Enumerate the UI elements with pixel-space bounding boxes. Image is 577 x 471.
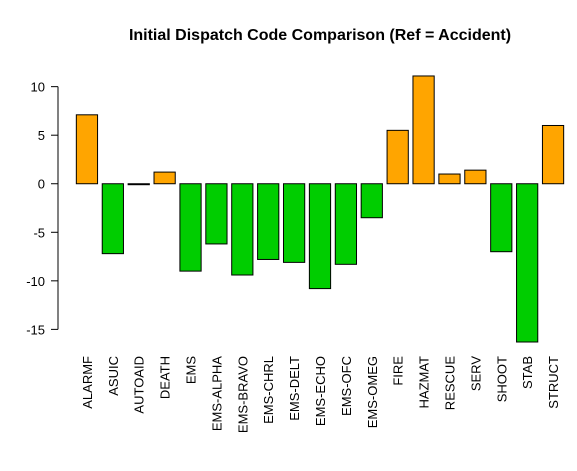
bar-ems-omeg [360, 183, 383, 219]
bar-rescue [438, 173, 461, 185]
x-category-label: SERV [468, 356, 483, 391]
bar-death [153, 171, 176, 185]
x-category-label: EMS-OFC [339, 356, 354, 416]
bar-hazmat [412, 75, 435, 185]
chart-title: Initial Dispatch Code Comparison (Ref = … [129, 27, 511, 44]
x-category-label: SHOOT [494, 356, 509, 402]
y-tick-label: -15 [26, 322, 45, 337]
x-category-label: EMS-DELT [287, 356, 302, 421]
bar-ems-ofc [334, 183, 358, 265]
bar-ems [179, 183, 202, 272]
y-axis: 10 5 0 -5 -10 -15 [26, 80, 59, 337]
bar-serv [464, 169, 487, 185]
x-category-label: ALARMF [80, 356, 95, 409]
x-category-label: EMS-CHRL [261, 356, 276, 424]
bar-fire [386, 129, 409, 185]
bar-ems-echo [308, 183, 332, 290]
bar-ems-chrl [257, 183, 280, 260]
bar-alarmf [75, 114, 99, 185]
bar-ems-alpha [205, 183, 228, 245]
bar-autoaid [127, 183, 150, 186]
x-category-label: EMS [184, 356, 199, 385]
x-category-label: EMS-BRAVO [235, 356, 250, 433]
x-axis-labels: ALARMF ASUIC AUTOAID DEATH EMS EMS-ALPHA EMS-B… [80, 356, 561, 433]
x-category-label: EMS-ALPHA [209, 356, 224, 431]
x-category-label: STAB [520, 356, 535, 389]
bars [75, 75, 565, 343]
x-category-label: EMS-ECHO [313, 356, 328, 426]
bar-asuic [101, 183, 124, 255]
x-category-label: ASUIC [106, 356, 121, 396]
bar-struct [541, 124, 565, 185]
y-tick-label: -5 [33, 225, 45, 240]
x-category-label: DEATH [158, 356, 173, 399]
y-tick-label: -10 [26, 274, 45, 289]
x-category-label: EMS-OMEG [365, 356, 380, 428]
bar-stab [516, 183, 539, 343]
x-category-label: AUTOAID [132, 356, 147, 414]
bar-ems-delt [282, 183, 306, 263]
y-tick-label: 0 [38, 177, 45, 192]
bar-shoot [490, 183, 513, 253]
y-tick-label: 10 [31, 80, 45, 95]
x-category-label: HAZMAT [417, 356, 432, 409]
y-tick-label: 5 [38, 128, 45, 143]
x-category-label: RESCUE [442, 356, 457, 411]
bar-ems-bravo [231, 183, 254, 276]
x-category-label: FIRE [391, 356, 406, 386]
x-category-label: STRUCT [546, 356, 561, 409]
